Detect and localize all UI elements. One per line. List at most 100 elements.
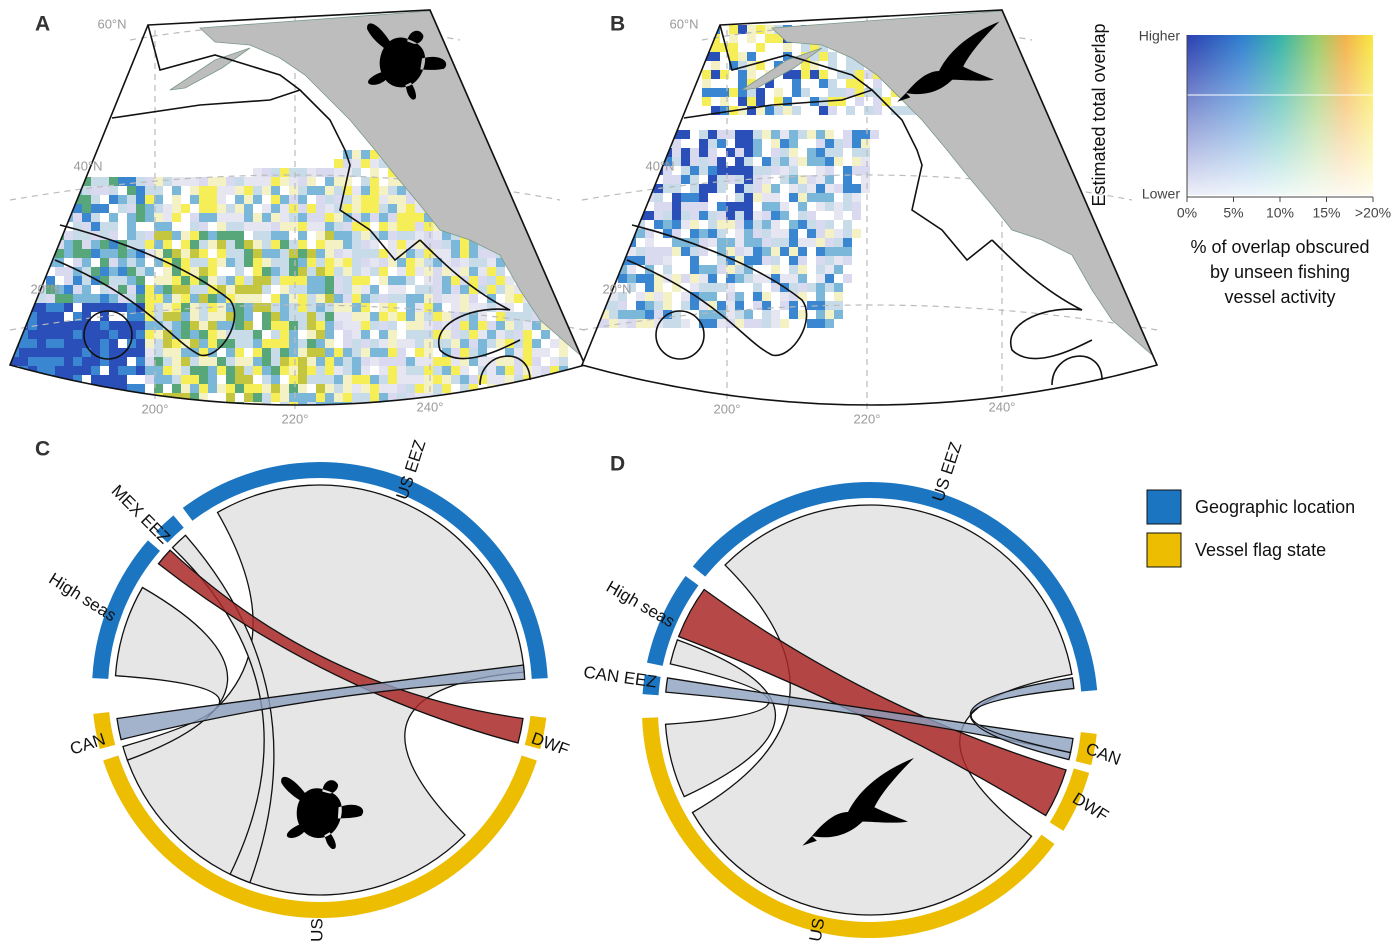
heat-cell xyxy=(798,256,807,265)
heat-cell xyxy=(352,159,361,168)
heat-cell xyxy=(487,258,496,267)
heat-cell xyxy=(253,186,262,195)
heat-cell xyxy=(334,375,343,384)
heat-cell xyxy=(244,195,253,204)
heat-cell xyxy=(307,393,316,402)
heat-cell xyxy=(325,375,334,384)
heat-cell xyxy=(711,52,720,61)
heat-cell xyxy=(46,348,55,357)
heat-cell xyxy=(127,366,136,375)
heat-cell xyxy=(181,249,190,258)
heat-cell xyxy=(226,177,235,186)
heat-cell xyxy=(208,195,217,204)
heat-cell xyxy=(636,292,645,301)
heat-cell xyxy=(73,366,82,375)
heat-cell xyxy=(379,357,388,366)
heat-cell xyxy=(618,184,627,193)
heat-cell xyxy=(262,285,271,294)
heat-cell xyxy=(780,292,789,301)
heat-cell xyxy=(505,150,514,159)
heat-cell xyxy=(217,312,226,321)
heat-cell xyxy=(636,148,645,157)
heat-cell xyxy=(217,213,226,222)
heat-cell xyxy=(780,301,789,310)
heat-cell xyxy=(627,175,636,184)
heat-cell xyxy=(618,301,627,310)
heat-cell xyxy=(172,285,181,294)
heat-cell xyxy=(91,375,100,384)
heat-cell xyxy=(235,204,244,213)
heat-cell xyxy=(717,220,726,229)
heat-cell xyxy=(352,204,361,213)
heat-cell xyxy=(789,256,798,265)
heat-cell xyxy=(181,321,190,330)
heat-cell xyxy=(816,256,825,265)
heat-cell xyxy=(756,25,765,34)
heat-cell xyxy=(163,375,172,384)
heat-cell xyxy=(316,321,325,330)
heat-cell xyxy=(82,357,91,366)
heat-cell xyxy=(307,348,316,357)
heat-cell xyxy=(654,292,663,301)
heat-cell xyxy=(505,384,514,393)
heat-cell xyxy=(654,148,663,157)
heat-cell xyxy=(672,193,681,202)
heat-cell xyxy=(816,139,825,148)
heat-cell xyxy=(334,231,343,240)
heat-cell xyxy=(807,148,816,157)
heat-cell xyxy=(663,265,672,274)
heat-cell xyxy=(244,339,253,348)
heat-cell xyxy=(199,258,208,267)
heat-cell xyxy=(325,222,334,231)
heat-cell xyxy=(343,375,352,384)
heat-cell xyxy=(433,240,442,249)
heat-cell xyxy=(289,339,298,348)
heat-cell xyxy=(663,301,672,310)
heat-cell xyxy=(343,348,352,357)
heat-cell xyxy=(397,213,406,222)
heat-cell xyxy=(681,301,690,310)
heat-cell xyxy=(244,177,253,186)
heat-cell xyxy=(582,256,591,265)
heat-cell xyxy=(672,148,681,157)
heat-cell xyxy=(591,211,600,220)
heat-cell xyxy=(226,375,235,384)
heat-cell xyxy=(352,348,361,357)
heat-cell xyxy=(172,276,181,285)
heat-cell xyxy=(825,130,834,139)
heat-cell xyxy=(645,274,654,283)
heat-cell xyxy=(834,238,843,247)
heat-cell xyxy=(618,238,627,247)
heat-cell xyxy=(262,231,271,240)
heat-cell xyxy=(46,213,55,222)
heat-cell xyxy=(136,276,145,285)
heat-cell xyxy=(298,375,307,384)
heat-cell xyxy=(780,202,789,211)
heat-cell xyxy=(334,258,343,267)
heat-cell xyxy=(73,348,82,357)
heat-cell xyxy=(370,285,379,294)
heat-cell xyxy=(316,348,325,357)
heat-cell xyxy=(217,258,226,267)
heat-cell xyxy=(738,97,747,106)
heat-cell xyxy=(217,249,226,258)
heat-cell xyxy=(325,204,334,213)
heat-cell xyxy=(82,276,91,285)
heat-cell xyxy=(735,247,744,256)
heat-cell xyxy=(744,130,753,139)
heat-cell xyxy=(532,348,541,357)
heat-cell xyxy=(690,211,699,220)
heat-cell xyxy=(316,402,325,411)
heat-cell xyxy=(861,157,870,166)
heat-cell xyxy=(208,375,217,384)
heat-cell xyxy=(37,357,46,366)
heat-cell xyxy=(406,294,415,303)
heat-cell xyxy=(37,258,46,267)
heat-cell xyxy=(523,177,532,186)
heat-cell xyxy=(523,159,532,168)
heat-cell xyxy=(289,240,298,249)
heat-cell xyxy=(532,366,541,375)
heat-cell xyxy=(451,294,460,303)
heat-cell xyxy=(744,139,753,148)
heat-cell xyxy=(145,303,154,312)
